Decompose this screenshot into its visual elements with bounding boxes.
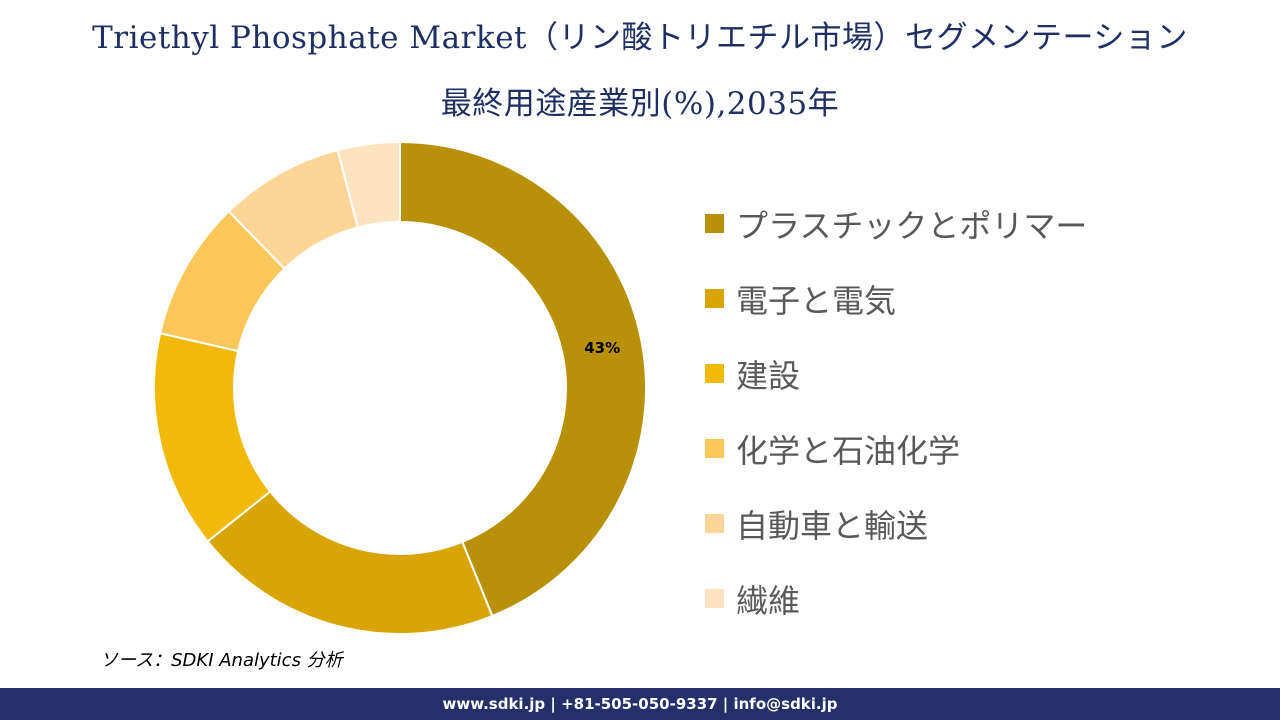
legend-label: 自動車と輸送 xyxy=(736,506,929,545)
legend-item: 建設 xyxy=(705,336,1087,411)
footer-contact: www.sdki.jp | +81-505-050-9337 | info@sd… xyxy=(442,695,838,713)
donut-slice xyxy=(206,490,494,635)
legend-label: プラスチックとポリマー xyxy=(736,206,1088,245)
legend-swatch xyxy=(705,514,724,533)
source-note: ソース：SDKI Analytics 分析 xyxy=(100,650,343,671)
donut-chart: 43% xyxy=(153,140,647,635)
legend-item: プラスチックとポリマー xyxy=(705,186,1087,261)
legend-swatch xyxy=(705,439,724,458)
legend-item: 自動車と輸送 xyxy=(705,486,1087,561)
chart-subtitle: 最終用途産業別(%),2035年 xyxy=(440,86,840,122)
legend-label: 化学と石油化学 xyxy=(736,431,961,470)
slice-data-label: 43% xyxy=(584,339,620,357)
chart-title: Triethyl Phosphate Market（リン酸トリエチル市場）セグメ… xyxy=(92,20,1188,56)
legend-item: 化学と石油化学 xyxy=(705,411,1087,486)
legend-swatch xyxy=(705,214,724,233)
legend-label: 建設 xyxy=(736,356,801,395)
footer-bar: www.sdki.jp | +81-505-050-9337 | info@sd… xyxy=(0,688,1280,720)
chart-legend: プラスチックとポリマー 電子と電気建設化学と石油化学 自動車と輸送 繊維 xyxy=(705,186,1087,636)
legend-label: 繊維 xyxy=(736,581,801,620)
donut-slice xyxy=(399,140,647,618)
legend-swatch xyxy=(705,289,724,308)
legend-swatch xyxy=(705,589,724,608)
legend-item: 繊維 xyxy=(705,561,1087,636)
donut-slice xyxy=(336,140,401,229)
legend-item: 電子と電気 xyxy=(705,261,1087,336)
legend-label: 電子と電気 xyxy=(736,281,897,320)
legend-swatch xyxy=(705,364,724,383)
